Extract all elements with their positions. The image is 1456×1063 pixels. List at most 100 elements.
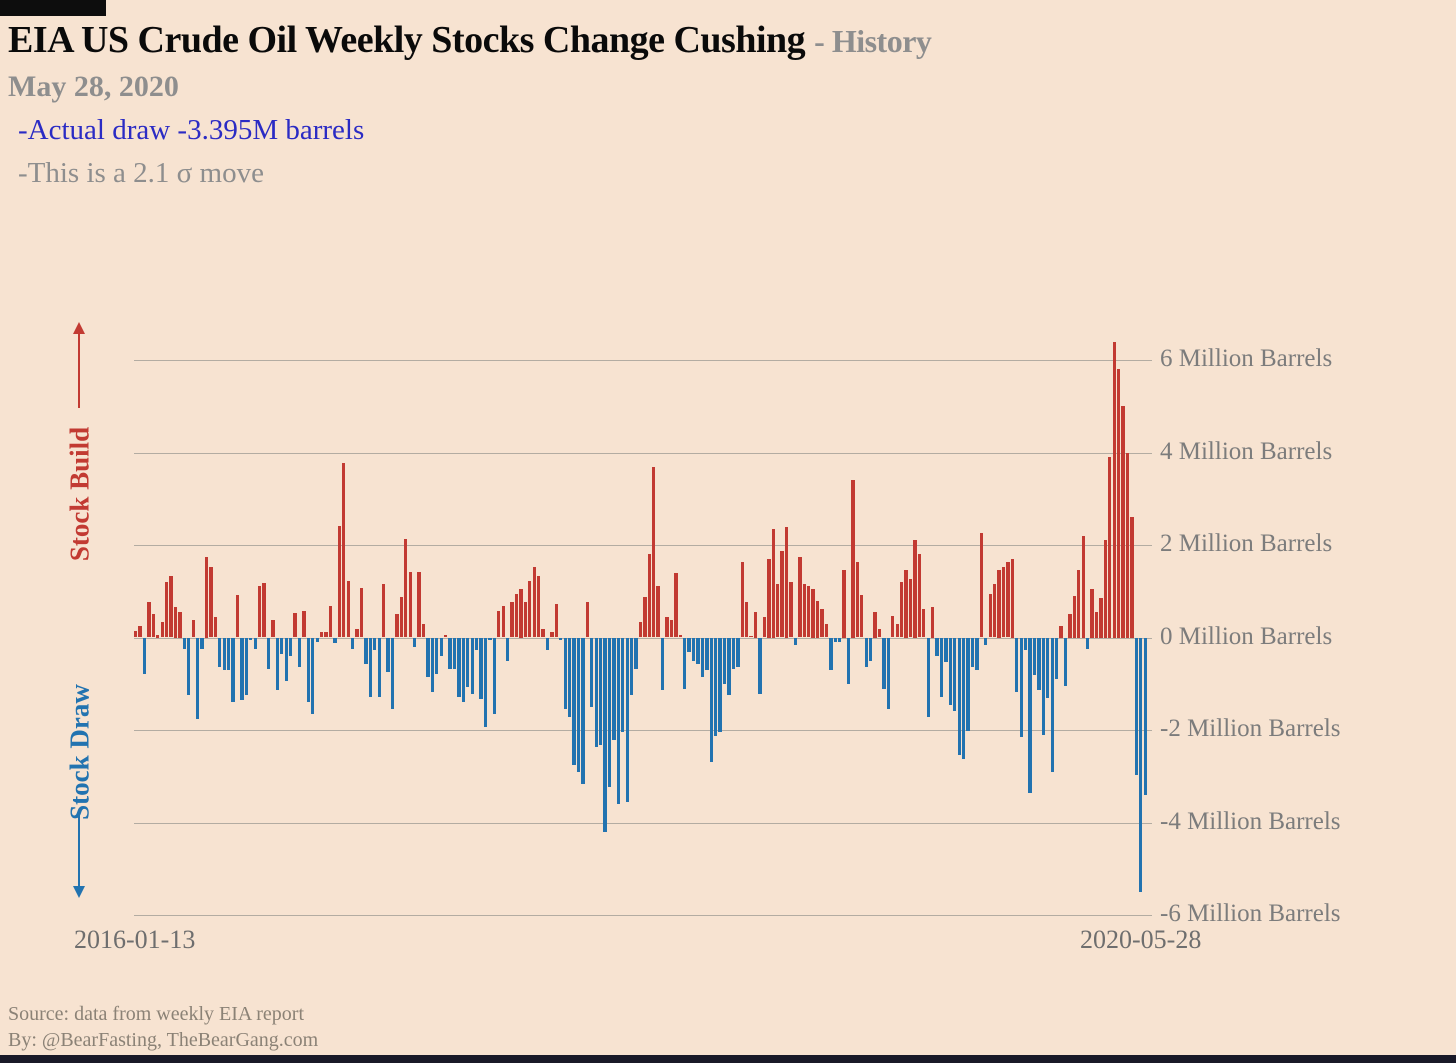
stock-draw-bar <box>492 637 496 714</box>
stock-draw-bar <box>616 637 620 804</box>
stock-draw-bar <box>634 637 638 669</box>
stock-build-bar <box>1010 558 1015 638</box>
stock-draw-bar <box>461 637 465 703</box>
stock-draw-bar <box>218 637 222 668</box>
stock-build-bar <box>842 570 846 638</box>
stock-draw-bar <box>705 637 709 671</box>
stock-draw-bar <box>280 637 284 654</box>
stock-draw-bar <box>457 637 461 698</box>
stock-build-bar <box>780 550 784 638</box>
stock-draw-bar <box>1050 637 1054 772</box>
stock-build-bar <box>213 617 217 638</box>
stock-build-bar <box>1001 567 1006 638</box>
author-credit: By: @BearFasting, TheBearGang.com <box>8 1029 319 1051</box>
stock-build-bar <box>1112 341 1116 638</box>
stock-draw-bar <box>629 637 634 696</box>
stock-build-bar <box>749 635 753 638</box>
stock-draw-bar <box>603 637 607 832</box>
stock-build-bar <box>665 617 669 638</box>
gridline <box>134 360 1152 361</box>
stock-build-bar <box>913 540 917 638</box>
stock-draw-bar <box>244 637 248 696</box>
stock-build-bar <box>337 525 341 638</box>
stock-draw-bar <box>306 637 310 703</box>
stock-build-bar <box>1094 612 1099 638</box>
stock-build-bar <box>917 553 922 638</box>
stock-draw-bar <box>696 637 700 664</box>
stock-build-bar <box>173 607 178 638</box>
stock-build-bar <box>536 576 541 638</box>
stock-build-bar <box>908 578 913 638</box>
stock-build-bar <box>993 583 997 638</box>
top-left-black-box <box>0 0 106 16</box>
stock-build-bar <box>528 580 532 638</box>
x-axis-end-label: 2020-05-28 <box>1080 925 1202 954</box>
stock-build-bar <box>789 582 793 638</box>
y-tick-label: 0 Million Barrels <box>1160 622 1333 650</box>
stock-build-bar <box>1072 595 1077 638</box>
stock-draw-bar <box>479 637 483 699</box>
stock-build-bar <box>1125 452 1130 638</box>
stock-draw-bar <box>249 637 253 641</box>
stock-draw-bar <box>621 637 625 732</box>
stock-draw-bar <box>350 637 355 649</box>
stock-draw-bar <box>607 637 612 787</box>
stock-draw-bar <box>390 637 395 709</box>
stock-build-bar <box>802 583 806 638</box>
stock-build-bar <box>815 600 820 638</box>
stock-build-bar <box>404 538 408 638</box>
source-credit: Source: data from weekly EIA report <box>8 1003 305 1025</box>
stock-build-bar <box>541 628 545 638</box>
gridline <box>134 730 1152 731</box>
stock-draw-bar <box>1055 637 1059 680</box>
stock-draw-bar <box>275 637 279 691</box>
y-tick-label: -6 Million Barrels <box>1160 899 1341 927</box>
stock-draw-bar <box>953 637 957 711</box>
stock-draw-bar <box>926 637 930 718</box>
stock-build-bar <box>740 562 744 638</box>
stock-draw-bar <box>226 637 231 671</box>
stock-draw-bar <box>598 637 603 746</box>
stock-build-bar <box>262 583 266 638</box>
bottom-dark-bar <box>0 1055 1456 1063</box>
stock-draw-bar <box>727 637 731 696</box>
stock-draw-bar <box>452 637 457 669</box>
stock-build-bar <box>134 631 138 638</box>
stock-draw-bar <box>718 637 722 732</box>
stock-draw-bar <box>474 637 479 651</box>
stock-build-bar <box>443 634 448 638</box>
stock-build-bar <box>501 605 505 638</box>
stock-draw-arrow-icon <box>78 812 80 887</box>
stock-build-bar <box>151 613 156 638</box>
stock-draw-bar <box>1032 637 1037 676</box>
stock-build-bar <box>408 572 412 638</box>
stock-build-bar <box>1103 540 1108 638</box>
stock-build-bar <box>820 608 824 638</box>
stock-build-bar <box>497 610 501 638</box>
stock-build-bar <box>355 628 359 638</box>
y-tick-label: 6 Million Barrels <box>1160 344 1333 372</box>
stock-build-bar <box>643 597 647 638</box>
stock-draw-bar <box>377 637 381 698</box>
stock-build-arrow-icon <box>78 333 80 408</box>
stock-build-bar <box>178 612 182 638</box>
stock-build-bar <box>359 588 364 638</box>
stock-build-bar <box>1081 535 1085 638</box>
stock-draw-bar <box>833 637 837 643</box>
stock-build-bar <box>1099 598 1103 638</box>
stock-draw-bar <box>581 637 585 784</box>
stock-build-bar <box>824 624 829 638</box>
stock-build-bar <box>855 562 860 638</box>
stock-draw-bar <box>488 637 492 641</box>
stock-draw-bar <box>373 637 377 651</box>
stock-draw-bar <box>284 637 288 681</box>
stock-draw-bar <box>1134 637 1139 776</box>
stock-draw-bar <box>572 637 576 766</box>
stock-draw-bar <box>576 637 581 773</box>
stock-build-bar <box>988 594 992 638</box>
stock-build-bar <box>156 635 160 638</box>
stock-build-bar <box>922 608 926 638</box>
gridline <box>134 915 1152 916</box>
stock-build-bar <box>235 595 240 638</box>
stock-build-bar <box>811 588 815 638</box>
